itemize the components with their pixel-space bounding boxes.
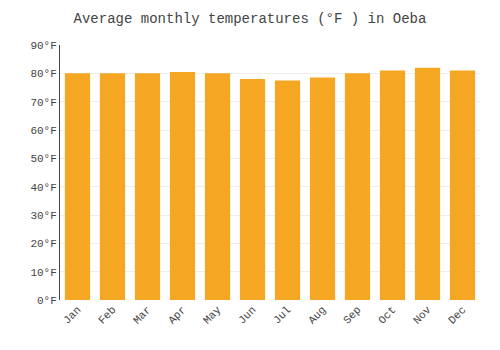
svg-text:Average monthly temperatures (: Average monthly temperatures (°F ) in Oe…: [74, 11, 427, 27]
svg-text:10°F: 10°F: [30, 267, 56, 279]
svg-text:Nov: Nov: [411, 304, 434, 327]
svg-text:May: May: [201, 304, 224, 327]
svg-text:Mar: Mar: [131, 304, 153, 326]
svg-text:70°F: 70°F: [30, 97, 56, 109]
svg-text:20°F: 20°F: [30, 238, 56, 250]
svg-text:Aug: Aug: [306, 304, 328, 326]
svg-text:Sep: Sep: [341, 304, 363, 326]
svg-text:80°F: 80°F: [30, 68, 56, 80]
svg-text:30°F: 30°F: [30, 210, 56, 222]
svg-text:Feb: Feb: [96, 304, 118, 326]
svg-text:Apr: Apr: [166, 304, 188, 326]
svg-text:60°F: 60°F: [30, 125, 56, 137]
svg-text:Jan: Jan: [61, 304, 83, 326]
svg-text:Jul: Jul: [271, 304, 293, 326]
svg-text:Dec: Dec: [446, 304, 468, 326]
svg-text:Oct: Oct: [376, 304, 398, 326]
svg-text:90°F: 90°F: [30, 40, 56, 52]
svg-text:Jun: Jun: [236, 304, 258, 326]
svg-text:40°F: 40°F: [30, 182, 56, 194]
svg-text:0°F: 0°F: [37, 295, 57, 307]
svg-text:50°F: 50°F: [30, 153, 56, 165]
